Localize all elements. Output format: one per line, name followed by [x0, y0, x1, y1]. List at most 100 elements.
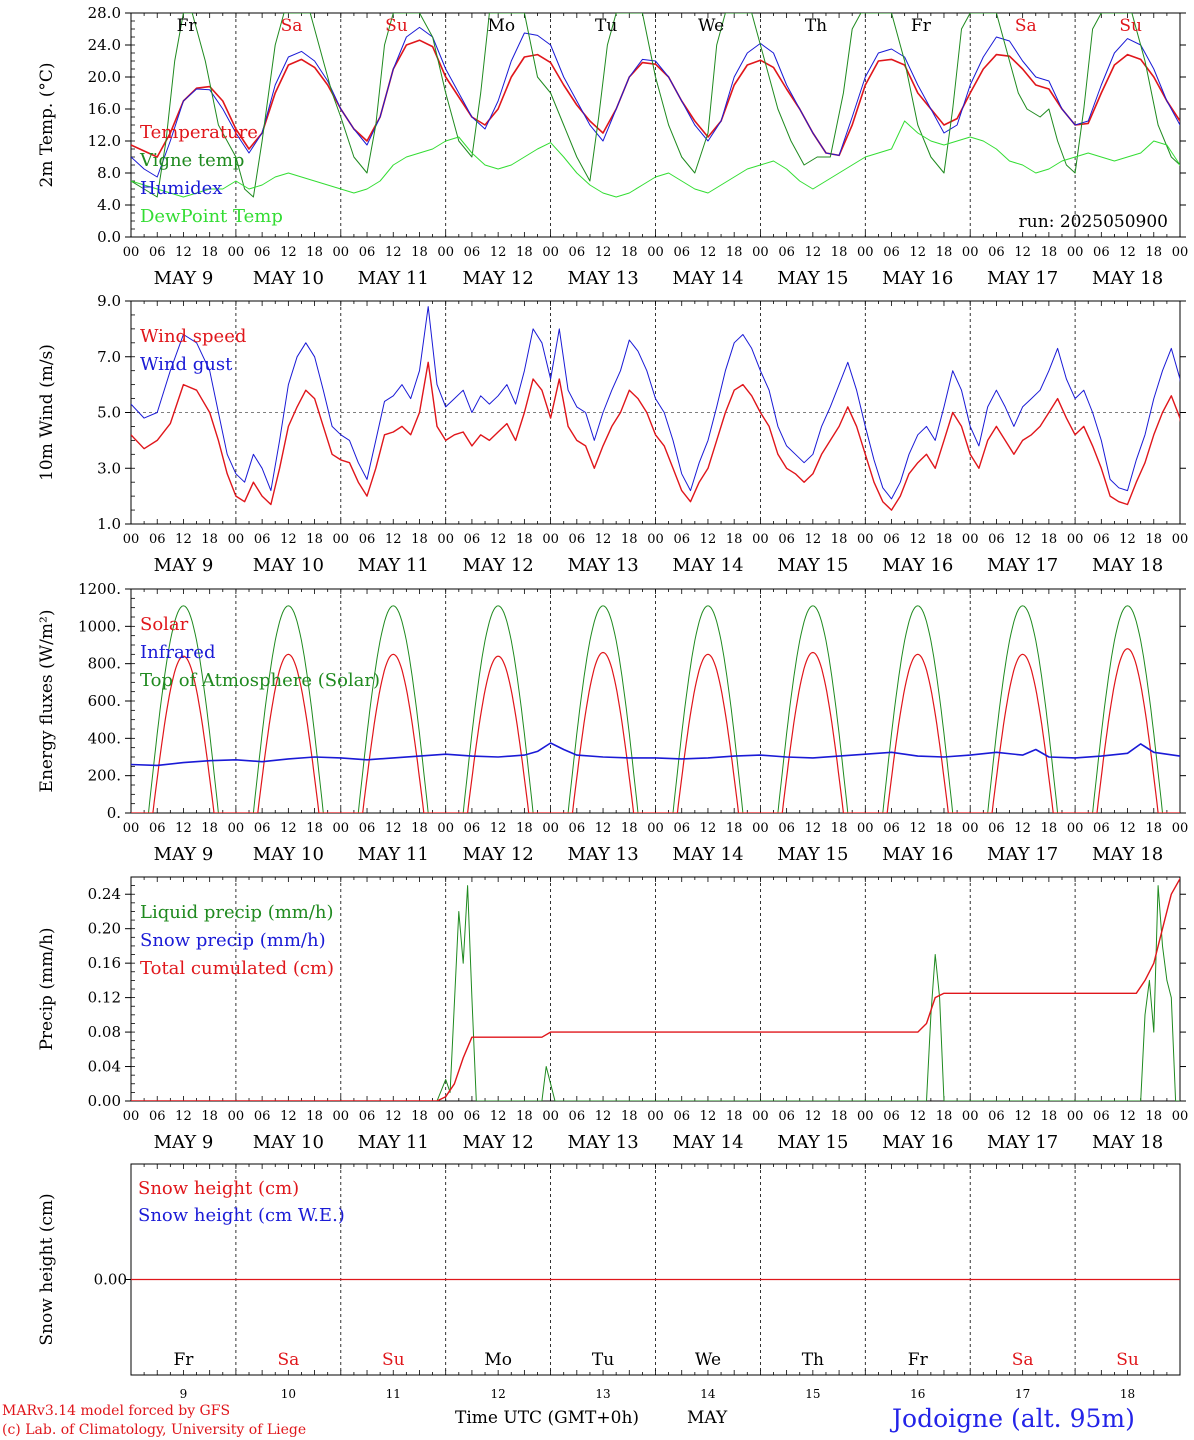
date-label: MAY 15 — [777, 555, 848, 576]
y-tick-label: 200. — [88, 767, 121, 785]
hour-tick-label: 06 — [883, 1109, 900, 1124]
hour-tick-label: 00 — [647, 821, 664, 836]
date-label: MAY 18 — [1092, 1132, 1163, 1153]
hour-tick-label: 12 — [700, 821, 717, 836]
hour-tick-label: 12 — [805, 532, 822, 547]
weekday-label: Th — [802, 1350, 824, 1370]
hour-tick-label: 12 — [700, 1109, 717, 1124]
panel-3: 0. 200. 400. 600. 800. 1000. 1200. Energy fluxe… — [37, 580, 1188, 865]
hour-tick-label: 12 — [175, 821, 192, 836]
date-label: MAY 18 — [1092, 268, 1163, 289]
hour-tick-label: 00 — [228, 821, 245, 836]
hour-tick-label: 18 — [516, 821, 533, 836]
y-tick-label: 5.0 — [97, 404, 121, 422]
panel-4: 0.00 0.04 0.08 0.12 0.16 0.20 0.24 Precip (mm/h… — [37, 876, 1189, 1153]
panel-1: 0.0 4.0 8.0 12.0 16.0 20.0 24.0 28.0 2m Temp. (°… — [37, 4, 1188, 289]
hour-tick-label: 18 — [936, 821, 953, 836]
hour-tick-label: 00 — [333, 532, 350, 547]
hour-tick-label: 00 — [962, 245, 979, 260]
hour-tick-label: 12 — [909, 532, 926, 547]
hour-tick-label: 00 — [647, 532, 664, 547]
weekday-label: Fr — [908, 1350, 929, 1370]
date-label: MAY 10 — [253, 844, 324, 865]
hour-tick-label: 12 — [595, 245, 612, 260]
hour-tick-label: 18 — [831, 245, 848, 260]
date-label: MAY 9 — [154, 844, 214, 865]
hour-tick-label: 18 — [621, 1109, 638, 1124]
hour-tick-label: 06 — [569, 245, 586, 260]
legend-entry: Vigne temp — [139, 150, 244, 171]
date-label: MAY 12 — [463, 1132, 534, 1153]
hour-tick-label: 18 — [411, 532, 428, 547]
hour-tick-label: 00 — [542, 821, 559, 836]
hour-tick-label: 06 — [464, 245, 481, 260]
hour-tick-label: 12 — [280, 245, 297, 260]
date-label: MAY 13 — [567, 1132, 638, 1153]
footer-model-line: MARv3.14 model forced by GFS — [2, 1403, 230, 1419]
day-number-label: 12 — [491, 1387, 506, 1401]
hour-tick-label: 12 — [490, 1109, 507, 1124]
hour-tick-label: 18 — [831, 1109, 848, 1124]
y-tick-label: 0.20 — [88, 920, 121, 938]
hour-tick-label: 18 — [1146, 1109, 1163, 1124]
hour-tick-label: 18 — [621, 532, 638, 547]
hour-tick-label: 12 — [805, 821, 822, 836]
date-label: MAY 11 — [358, 844, 429, 865]
hour-tick-label: 18 — [831, 532, 848, 547]
hour-tick-label: 06 — [464, 532, 481, 547]
hour-tick-label: 12 — [490, 532, 507, 547]
y-tick-label: 12.0 — [88, 132, 121, 150]
hour-tick-label: 06 — [883, 245, 900, 260]
hour-tick-label: 06 — [569, 1109, 586, 1124]
legend-entry: Liquid precip (mm/h) — [140, 902, 334, 923]
series-top-of-atmosphere-solar- — [131, 605, 1180, 813]
legend-entry: Total cumulated (cm) — [140, 958, 334, 979]
y-axis-title: 2m Temp. (°C) — [37, 62, 57, 187]
date-label: MAY 18 — [1092, 555, 1163, 576]
hour-tick-label: 00 — [228, 245, 245, 260]
hour-tick-label: 06 — [988, 821, 1005, 836]
legend-entry: Snow height (cm) — [138, 1178, 299, 1199]
hour-tick-label: 18 — [516, 532, 533, 547]
hour-tick-label: 06 — [778, 245, 795, 260]
date-label: MAY 15 — [777, 1132, 848, 1153]
hour-tick-label: 06 — [673, 532, 690, 547]
hour-tick-label: 00 — [437, 532, 454, 547]
hour-tick-label: 18 — [726, 532, 743, 547]
hour-tick-label: 18 — [936, 532, 953, 547]
hour-tick-label: 00 — [333, 245, 350, 260]
series-humidex — [131, 26, 1180, 178]
date-label: MAY 17 — [987, 1132, 1058, 1153]
hour-tick-label: 18 — [516, 1109, 533, 1124]
hour-tick-label: 00 — [437, 245, 454, 260]
hour-tick-label: 00 — [752, 1109, 769, 1124]
y-tick-label: 0.16 — [88, 954, 121, 972]
hour-tick-label: 18 — [726, 245, 743, 260]
y-tick-label: 28.0 — [88, 4, 121, 22]
day-number-label: 17 — [1015, 1387, 1030, 1401]
hour-tick-label: 12 — [280, 532, 297, 547]
hour-tick-label: 00 — [752, 532, 769, 547]
hour-tick-label: 18 — [831, 821, 848, 836]
series-wind-gust — [131, 306, 1180, 500]
hour-tick-label: 00 — [1067, 532, 1084, 547]
panel-frame — [130, 588, 1181, 814]
legend-entry: Solar — [140, 614, 189, 635]
hour-tick-label: 00 — [962, 821, 979, 836]
hour-tick-label: 12 — [385, 821, 402, 836]
hour-tick-label: 00 — [962, 532, 979, 547]
date-label: MAY 14 — [672, 844, 743, 865]
legend-entry: Infrared — [140, 642, 215, 663]
series-dewpoint-temp — [131, 120, 1180, 198]
date-label: MAY 10 — [253, 1132, 324, 1153]
hour-tick-label: 06 — [988, 245, 1005, 260]
hour-tick-label: 00 — [542, 532, 559, 547]
hour-tick-label: 18 — [726, 821, 743, 836]
y-tick-label: 800. — [88, 655, 121, 673]
hour-tick-label: 06 — [569, 532, 586, 547]
hour-tick-label: 00 — [1067, 1109, 1084, 1124]
hour-tick-label: 18 — [1146, 821, 1163, 836]
day-number-label: 15 — [805, 1387, 820, 1401]
hour-tick-label: 00 — [1172, 1109, 1189, 1124]
hour-tick-label: 06 — [1093, 532, 1110, 547]
